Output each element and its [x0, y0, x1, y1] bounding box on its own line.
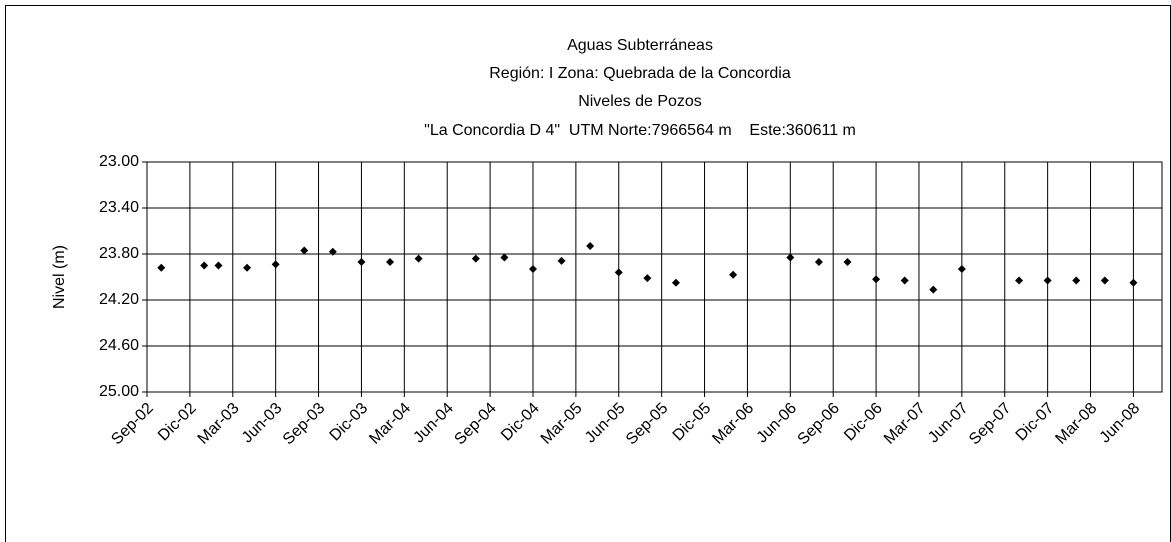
- marker: [1129, 278, 1138, 287]
- marker: [357, 258, 366, 267]
- y-tick-label: 24.60: [99, 337, 139, 354]
- marker: [1015, 276, 1024, 285]
- marker: [414, 254, 423, 263]
- marker: [328, 247, 337, 256]
- y-axis-label: Nivel (m): [51, 245, 68, 309]
- y-tick-label: 23.80: [99, 245, 139, 262]
- marker: [643, 274, 652, 283]
- marker: [872, 275, 881, 284]
- marker: [157, 263, 166, 272]
- marker: [786, 253, 795, 262]
- marker: [243, 263, 252, 272]
- marker: [614, 268, 623, 277]
- marker: [386, 258, 395, 267]
- marker: [471, 254, 480, 263]
- y-tick-label: 23.00: [99, 153, 139, 170]
- marker: [929, 285, 938, 294]
- marker: [300, 246, 309, 255]
- marker: [671, 278, 680, 287]
- marker: [528, 264, 537, 273]
- marker: [729, 270, 738, 279]
- marker: [1072, 276, 1081, 285]
- marker: [814, 258, 823, 267]
- chart-title: Niveles de Pozos: [578, 93, 702, 110]
- marker: [214, 261, 223, 270]
- y-tick-label: 23.40: [99, 199, 139, 216]
- chart-title: "La Concordia D 4" UTM Norte:7966564 m E…: [424, 122, 856, 139]
- y-tick-label: 24.20: [99, 291, 139, 308]
- chart-title: Región: I Zona: Quebrada de la Concordia: [489, 65, 791, 82]
- y-tick-label: 25.00: [99, 383, 139, 400]
- marker: [500, 253, 509, 262]
- plot-area: [146, 161, 1163, 393]
- marker: [271, 260, 280, 269]
- marker: [586, 241, 595, 250]
- marker: [957, 264, 966, 273]
- marker: [200, 261, 209, 270]
- chart-title: Aguas Subterráneas: [567, 37, 713, 54]
- marker: [900, 276, 909, 285]
- marker: [1100, 276, 1109, 285]
- marker: [843, 258, 852, 267]
- marker: [557, 256, 566, 265]
- marker: [1043, 276, 1052, 285]
